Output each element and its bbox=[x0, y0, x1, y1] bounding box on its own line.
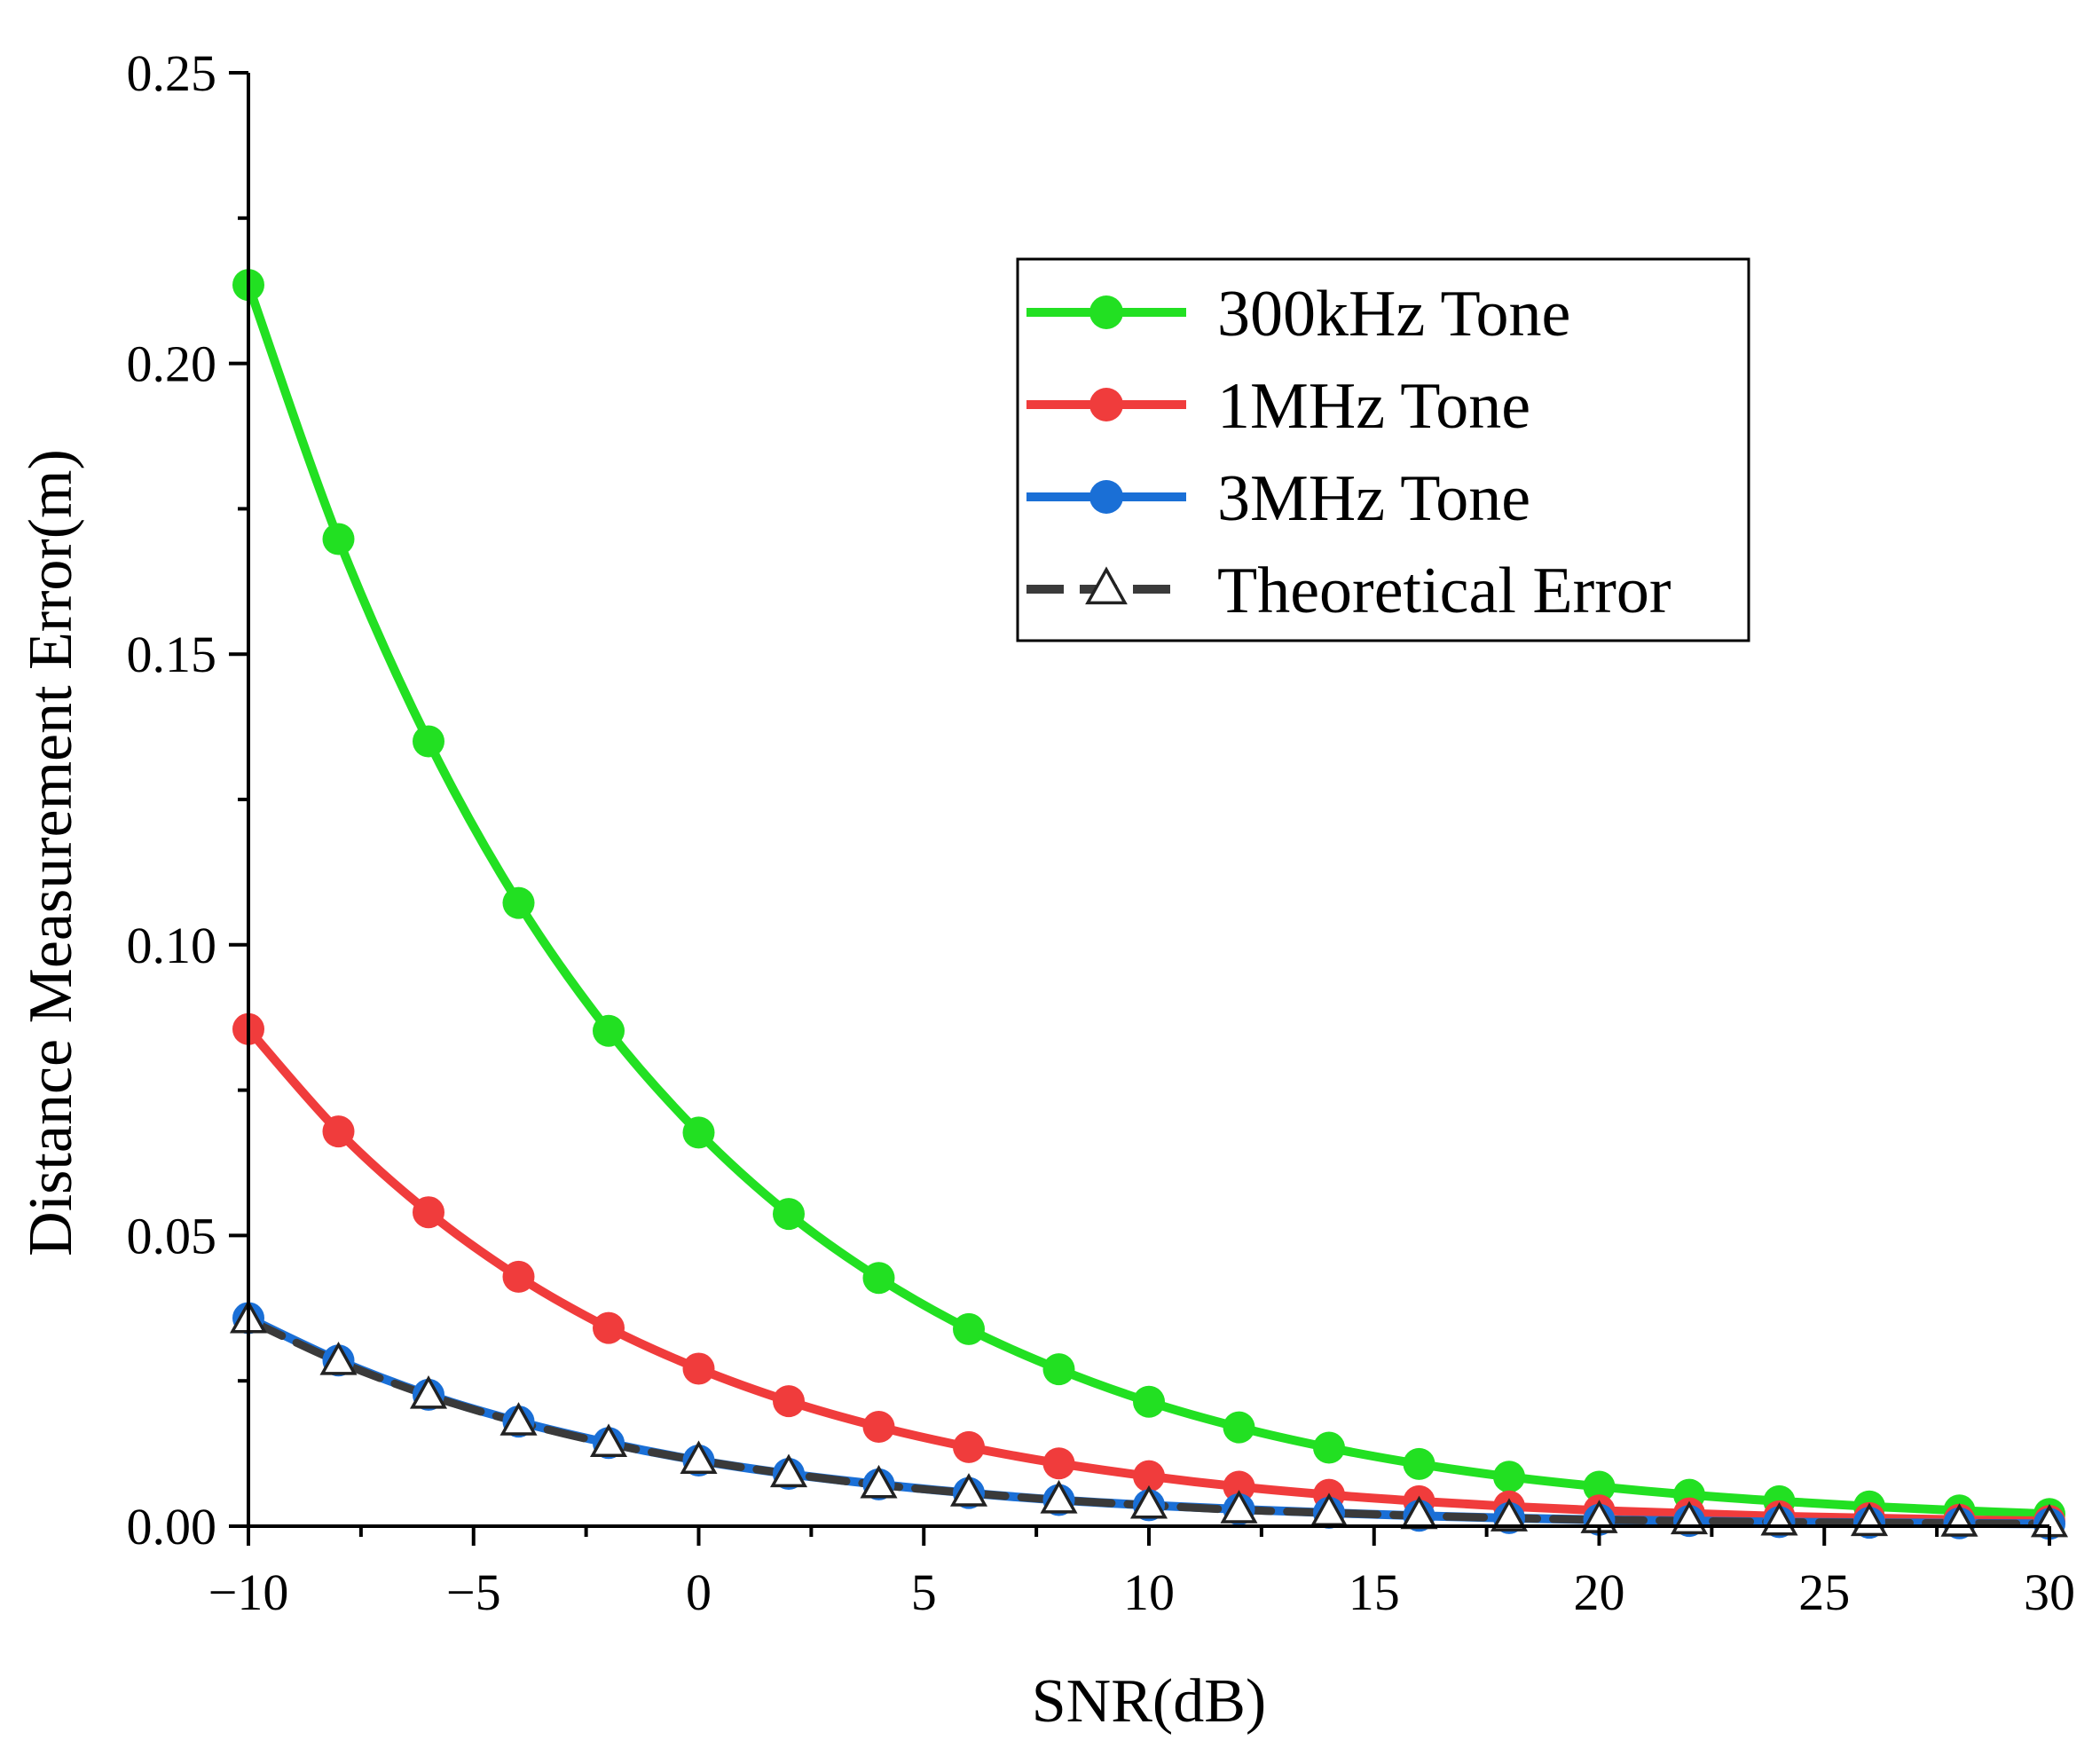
x-tick-label: 5 bbox=[911, 1563, 937, 1621]
x-tick-label: 30 bbox=[2024, 1563, 2075, 1621]
marker-300khz-tone--4 bbox=[502, 886, 535, 919]
x-axis-title: SNR(dB) bbox=[1032, 1667, 1266, 1736]
legend-label: 3MHz Tone bbox=[1217, 462, 1530, 535]
y-tick-label: 0.20 bbox=[127, 335, 217, 393]
y-tick-label: 0.00 bbox=[127, 1498, 217, 1555]
legend-marker bbox=[1089, 388, 1123, 421]
marker-1mhz-tone-4 bbox=[862, 1410, 895, 1443]
legend-label: Theoretical Error bbox=[1217, 555, 1671, 627]
legend: 300kHz Tone 1MHz Tone 3MHz Tone Theoretical… bbox=[1016, 257, 1750, 642]
marker-300khz-tone-18 bbox=[1493, 1461, 1525, 1493]
marker-1mhz-tone--2 bbox=[593, 1311, 625, 1344]
x-tick-label: 10 bbox=[1123, 1563, 1175, 1621]
marker-1mhz-tone-2 bbox=[773, 1385, 805, 1418]
marker-theoretical-error-8 bbox=[1040, 1479, 1078, 1514]
marker-1mhz-tone--6 bbox=[413, 1196, 444, 1229]
marker-theoretical-error--4 bbox=[499, 1402, 538, 1436]
x-tick-label: 15 bbox=[1349, 1563, 1400, 1621]
legend-box bbox=[1016, 257, 1750, 642]
marker-1mhz-tone-12 bbox=[1223, 1470, 1255, 1503]
y-tick-label: 0.10 bbox=[127, 917, 217, 974]
y-tick-label: 0.15 bbox=[127, 626, 217, 683]
x-tick-label: 0 bbox=[686, 1563, 712, 1621]
marker-300khz-tone-0 bbox=[682, 1116, 715, 1149]
marker-300khz-tone--6 bbox=[413, 725, 444, 758]
marker-300khz-tone-16 bbox=[1403, 1447, 1435, 1480]
marker-theoretical-error--2 bbox=[589, 1423, 628, 1458]
marker-theoretical-error-2 bbox=[769, 1453, 808, 1488]
x-tick-label: −10 bbox=[208, 1563, 289, 1621]
marker-1mhz-tone--4 bbox=[502, 1260, 535, 1293]
marker-theoretical-error--8 bbox=[319, 1341, 358, 1375]
marker-1mhz-tone--8 bbox=[322, 1115, 355, 1148]
legend-marker bbox=[1085, 566, 1128, 605]
marker-300khz-tone-14 bbox=[1313, 1431, 1345, 1464]
marker-300khz-tone-8 bbox=[1042, 1353, 1075, 1386]
marker-theoretical-error-10 bbox=[1129, 1484, 1168, 1519]
marker-300khz-tone-6 bbox=[953, 1312, 985, 1345]
legend-label: 300kHz Tone bbox=[1217, 278, 1570, 350]
marker-theoretical-error-12 bbox=[1220, 1490, 1258, 1524]
legend-marker bbox=[1089, 480, 1123, 514]
marker-300khz-tone-20 bbox=[1583, 1470, 1616, 1503]
axes: −10 −5 0 5 10 15 20 25 30 0.00 0.05 0.10 0.15 0.20 0.2… bbox=[127, 44, 2076, 1621]
x-tick-label: 20 bbox=[1574, 1563, 1625, 1621]
y-tick-label: 0.25 bbox=[127, 44, 217, 102]
marker-300khz-tone--2 bbox=[593, 1014, 625, 1047]
marker-theoretical-error-6 bbox=[949, 1473, 988, 1507]
y-tick-label: 0.05 bbox=[127, 1207, 217, 1264]
legend-marker bbox=[1089, 295, 1123, 329]
marker-theoretical-error-18 bbox=[1490, 1498, 1529, 1532]
marker-1mhz-tone-6 bbox=[953, 1430, 985, 1463]
marker-theoretical-error-4 bbox=[860, 1464, 898, 1499]
marker-300khz-tone-2 bbox=[773, 1198, 805, 1231]
marker-300khz-tone-10 bbox=[1133, 1385, 1165, 1418]
marker-300khz-tone-12 bbox=[1223, 1411, 1255, 1444]
marker-300khz-tone--8 bbox=[322, 523, 355, 555]
marker-theoretical-error--6 bbox=[409, 1374, 448, 1409]
x-tick-label: 25 bbox=[1798, 1563, 1850, 1621]
y-axis-title: Distance Measurement Error(m) bbox=[17, 449, 85, 1256]
marker-1mhz-tone-0 bbox=[682, 1352, 715, 1385]
marker-1mhz-tone-10 bbox=[1133, 1460, 1165, 1492]
marker-300khz-tone-4 bbox=[862, 1262, 895, 1295]
marker-theoretical-error-0 bbox=[680, 1440, 718, 1475]
legend-label: 1MHz Tone bbox=[1217, 370, 1530, 443]
x-tick-label: −5 bbox=[446, 1563, 501, 1621]
marker-1mhz-tone-8 bbox=[1042, 1447, 1075, 1480]
